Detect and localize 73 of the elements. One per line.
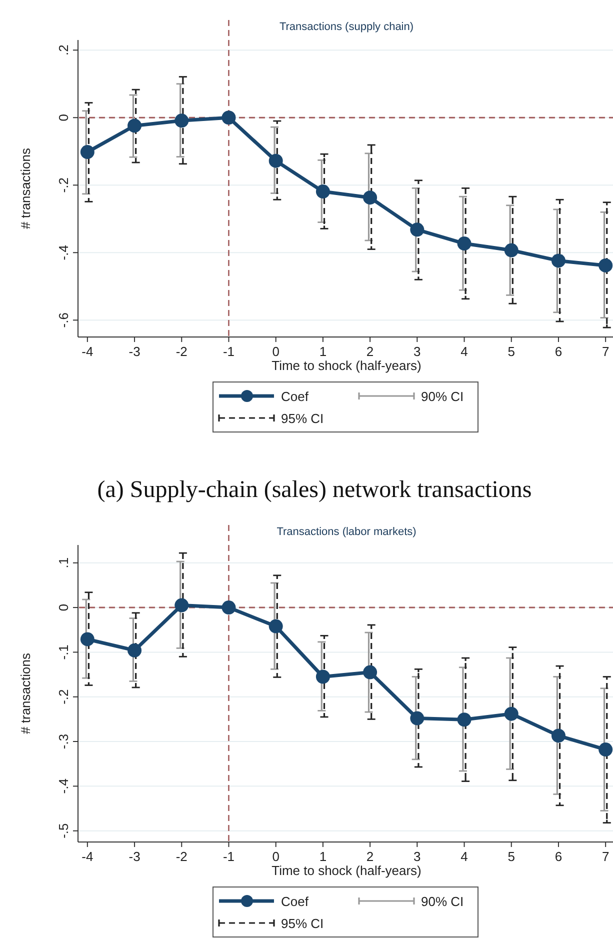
x-axis-title: Time to shock (half-years) (272, 863, 422, 878)
x-tick-label: 4 (460, 849, 468, 864)
x-tick-label: 6 (554, 849, 562, 864)
point (222, 110, 236, 125)
chart-title: Transactions (supply chain) (279, 21, 414, 33)
y-tick-label: 0 (56, 604, 71, 612)
legend-label: Coef (281, 389, 309, 404)
point (504, 243, 518, 258)
point (174, 598, 189, 612)
legend-label: 90% CI (421, 894, 464, 909)
point (410, 222, 424, 237)
point (457, 236, 472, 251)
point (268, 619, 283, 634)
x-tick-label: 2 (366, 344, 374, 359)
x-tick-label: -4 (82, 849, 94, 864)
x-tick-label: 6 (554, 344, 562, 359)
y-tick-label: -.6 (56, 312, 71, 328)
x-tick-label: 5 (508, 849, 515, 864)
y-tick-label: -.4 (56, 245, 71, 260)
legend-label: 95% CI (281, 916, 324, 931)
x-tick-label: -3 (128, 344, 140, 359)
y-tick-label: -.5 (56, 823, 71, 838)
y-tick-label: -.3 (56, 734, 71, 750)
legend-label: Coef (281, 894, 309, 909)
x-tick-label: 3 (414, 849, 421, 864)
y-axis-title: # transactions (18, 652, 33, 734)
point (80, 145, 94, 160)
point (128, 643, 142, 658)
y-tick-label: -.1 (56, 644, 71, 660)
y-tick-label: -.4 (56, 778, 71, 794)
y-tick-label: -.2 (56, 689, 71, 704)
x-tick-label: -1 (222, 344, 235, 359)
x-tick-label: 2 (366, 849, 374, 864)
point (410, 711, 424, 726)
text: (a) Supply-chain (sales) network transactions (97, 477, 532, 503)
x-tick-label: 0 (272, 849, 280, 864)
point (457, 712, 472, 727)
point (268, 154, 283, 168)
x-axis-title: Time to shock (half-years) (272, 358, 422, 373)
point (316, 184, 330, 199)
x-tick-label: 1 (319, 344, 327, 359)
x-tick-label: -1 (222, 849, 235, 864)
point (598, 258, 613, 272)
x-tick-label: 5 (508, 344, 515, 359)
x-tick-label: -2 (176, 849, 188, 864)
point (504, 706, 518, 721)
point (551, 254, 566, 268)
chart-title: Transactions (labor markets) (276, 526, 416, 538)
y-tick-label: .2 (56, 44, 71, 56)
x-tick-label: 7 (602, 344, 610, 359)
point (222, 600, 236, 615)
x-tick-label: 4 (460, 344, 468, 359)
point (316, 670, 330, 684)
y-tick-label: -.2 (56, 178, 71, 193)
x-tick-label: -4 (82, 344, 94, 359)
x-tick-label: -3 (128, 849, 140, 864)
x-tick-label: 7 (602, 849, 610, 864)
point (174, 114, 189, 128)
point (363, 665, 378, 680)
y-tick-label: 0 (56, 114, 71, 122)
x-tick-label: 1 (319, 849, 327, 864)
x-tick-label: 3 (414, 344, 421, 359)
point (128, 118, 142, 133)
legend-label: 95% CI (281, 411, 324, 426)
y-tick-label: .1 (56, 557, 71, 568)
legend-label: 90% CI (421, 389, 464, 404)
point (551, 728, 566, 743)
y-axis-title: # transactions (18, 148, 33, 229)
point (598, 742, 613, 757)
point (80, 632, 94, 646)
x-tick-label: 0 (272, 344, 280, 359)
x-tick-label: -2 (176, 344, 188, 359)
point (363, 190, 378, 205)
